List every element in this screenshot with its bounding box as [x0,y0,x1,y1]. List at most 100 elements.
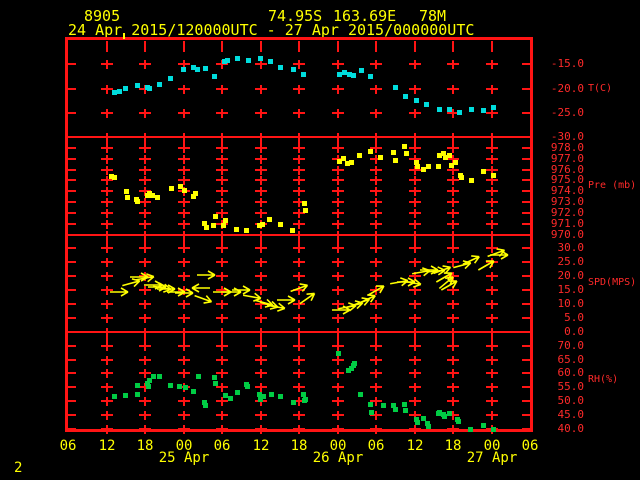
gridline-tick [414,138,416,149]
wind-arrow [299,292,316,305]
grid-plus-mark [260,369,262,378]
grid-plus-mark [144,425,146,434]
hour-label: 06 [521,438,539,454]
grid-plus-mark [337,60,339,69]
axis-tick [522,88,530,90]
grid-plus-mark [452,209,454,218]
grid-plus-mark [144,155,146,164]
data-point-pressure [150,193,155,198]
axis-tick [522,303,530,305]
data-point-temperature [246,58,251,63]
grid-plus-mark [183,133,185,142]
grid-plus-mark [144,198,146,207]
axis-tick [68,223,76,225]
wind-arrow [490,250,509,260]
data-point-relative_humidity [278,394,283,399]
grid-plus-mark [491,342,493,351]
gridline-tick [375,236,377,247]
grid-plus-mark [260,300,262,309]
grid-plus-mark [106,425,108,434]
grid-plus-mark [337,356,339,365]
grid-plus-mark [221,369,223,378]
grid-plus-mark [183,369,185,378]
ytick-label: 50.0 [557,394,585,407]
grid-plus-mark [298,425,300,434]
gridline-tick [298,236,300,247]
ytick-label: 970.0 [550,228,584,241]
ytick-label: 971.0 [550,217,584,230]
grid-plus-mark [221,411,223,420]
grid-plus-mark [375,60,377,69]
grid-plus-mark [183,397,185,406]
panel-label-wind_speed: SPD(MPS) [588,277,637,288]
grid-plus-mark [260,272,262,281]
data-point-relative_humidity [358,392,363,397]
ytick-label: -30.0 [550,130,584,143]
grid-plus-mark [452,85,454,94]
grid-plus-mark [144,220,146,229]
data-point-relative_humidity [456,419,461,424]
axis-tick [68,303,76,305]
data-point-relative_humidity [235,390,240,395]
station-elevation: 78M [419,7,447,25]
grid-plus-mark [491,356,493,365]
grid-plus-mark [337,209,339,218]
data-point-relative_humidity [402,402,407,407]
grid-plus-mark [452,155,454,164]
grid-plus-mark [221,231,223,240]
grid-plus-mark [106,272,108,281]
gridline-tick [221,138,223,149]
grid-plus-mark [106,220,108,229]
grid-plus-mark [298,369,300,378]
data-point-relative_humidity [177,384,182,389]
grid-plus-mark [183,314,185,323]
grid-plus-mark [337,133,339,142]
data-point-pressure [421,167,426,172]
grid-plus-mark [183,244,185,253]
data-point-relative_humidity [426,424,431,429]
grid-plus-mark [491,155,493,164]
grid-plus-mark [221,60,223,69]
data-point-relative_humidity [381,403,386,408]
data-point-pressure [302,201,307,206]
gridline-tick [260,333,262,344]
data-point-temperature [147,86,152,91]
grid-plus-mark [106,176,108,185]
grid-plus-mark [414,300,416,309]
hour-label: 06 [59,438,77,454]
data-point-relative_humidity [291,400,296,405]
axis-tick [68,169,76,171]
data-point-pressure [404,151,409,156]
data-point-temperature [235,56,240,61]
grid-plus-mark [298,85,300,94]
grid-plus-mark [183,425,185,434]
data-point-pressure [109,174,114,179]
grid-plus-mark [491,411,493,420]
grid-plus-mark [375,272,377,281]
grid-plus-mark [221,198,223,207]
hour-label: 12 [406,438,424,454]
grid-plus-mark [375,328,377,337]
grid-plus-mark [106,231,108,240]
grid-plus-mark [491,397,493,406]
grid-plus-mark [375,356,377,365]
grid-plus-mark [298,272,300,281]
grid-plus-mark [106,244,108,253]
grid-plus-mark [414,425,416,434]
grid-plus-mark [183,356,185,365]
grid-plus-mark [414,176,416,185]
axis-tick [522,428,530,430]
data-point-relative_humidity [112,394,117,399]
grid-plus-mark [375,397,377,406]
grid-plus-mark [452,286,454,295]
grid-plus-mark [414,258,416,267]
data-point-pressure [449,163,454,168]
axis-tick [522,400,530,402]
wind-arrow [477,260,495,271]
grid-plus-mark [375,425,377,434]
grid-plus-mark [375,231,377,240]
wind-arrow [290,283,309,293]
hour-label: 00 [329,438,347,454]
grid-plus-mark [298,155,300,164]
grid-plus-mark [144,187,146,196]
